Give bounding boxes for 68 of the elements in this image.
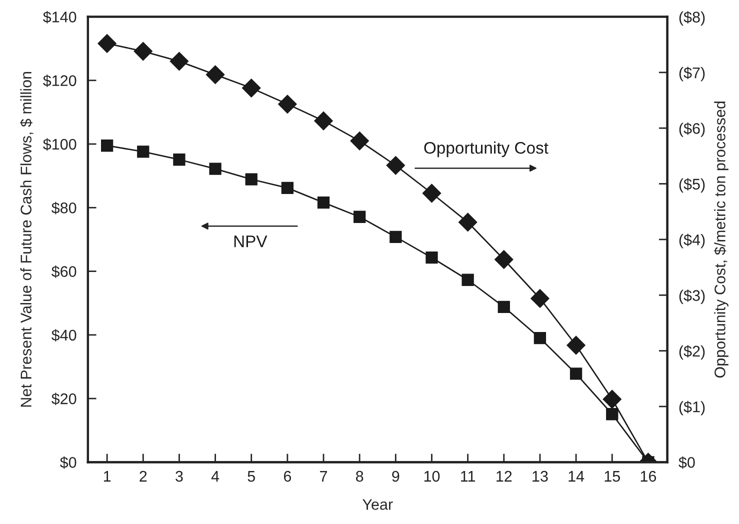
point [602, 390, 622, 409]
y2-tick-label: ($7) [679, 66, 705, 82]
y-tick-label: $80 [52, 202, 76, 214]
x-tick-label: 4 [211, 471, 220, 482]
point [206, 65, 225, 84]
y-tick-label: $0 [60, 456, 76, 469]
point [281, 182, 294, 194]
y-axis-title: Net Present Value of Future Cash Flows, $ million [20, 72, 34, 407]
x-tick-label: 13 [532, 470, 548, 482]
point [426, 252, 438, 264]
y2-tick-label: ($8) [679, 11, 705, 26]
text: NPV [234, 236, 268, 248]
point [278, 94, 297, 114]
point [462, 274, 474, 286]
x-tick-label: 10 [424, 470, 440, 482]
point [422, 184, 442, 203]
x-tick-label: 7 [320, 471, 327, 482]
y2-tick-label: $0 [678, 456, 695, 469]
y-tick-label: $40 [52, 329, 76, 342]
y-tick-label: $140 [43, 10, 76, 24]
point [498, 300, 510, 313]
x-tick-label: 1 [104, 471, 111, 482]
series-label: Opportunity Cost [424, 142, 548, 158]
point [390, 230, 402, 243]
x-tick-label: 6 [284, 470, 292, 482]
point [530, 289, 550, 308]
y2-axis-title: Opportunity Cost, $/metric ton processed [714, 102, 728, 378]
point [386, 156, 406, 175]
y2-tick-label: ($4) [679, 234, 705, 248]
y-tick-label: $20 [52, 392, 76, 406]
x-tick-label: 8 [356, 470, 364, 482]
x-tick-label: 2 [140, 470, 147, 482]
x-tick-label: 15 [604, 471, 620, 482]
point [534, 332, 546, 344]
x-axis-title: Year [362, 499, 393, 510]
y2-tick-label: ($1) [679, 400, 705, 416]
point [317, 196, 330, 209]
point [606, 408, 618, 420]
point [209, 162, 222, 175]
x-tick-label: 11 [461, 471, 476, 482]
point [314, 112, 333, 130]
point [173, 154, 186, 166]
point [350, 132, 369, 150]
y2-tick-label: ($3) [679, 289, 705, 304]
y2-tick-label: ($6) [679, 122, 705, 137]
point [458, 212, 478, 232]
point [566, 336, 586, 355]
y-tick-label: $100 [43, 138, 76, 151]
point [134, 42, 152, 61]
point [242, 78, 261, 98]
x-tick-label: 14 [568, 471, 584, 482]
point [354, 210, 366, 223]
x-tick-label: 5 [248, 471, 255, 482]
y2-tick-label: ($5) [679, 178, 705, 193]
point [570, 368, 582, 380]
y-tick-label: $120 [43, 74, 76, 87]
x-tick-label: 9 [392, 470, 400, 482]
point [170, 52, 189, 71]
point [100, 140, 114, 152]
point [98, 34, 116, 53]
point [494, 250, 514, 269]
x-tick-label: 12 [496, 470, 512, 482]
point [245, 173, 258, 186]
x-tick-label: 3 [176, 470, 183, 482]
x-tick-label: 16 [640, 470, 656, 482]
y2-tick-label: ($2) [679, 345, 705, 360]
point [137, 146, 150, 158]
y-tick-label: $60 [52, 266, 76, 278]
